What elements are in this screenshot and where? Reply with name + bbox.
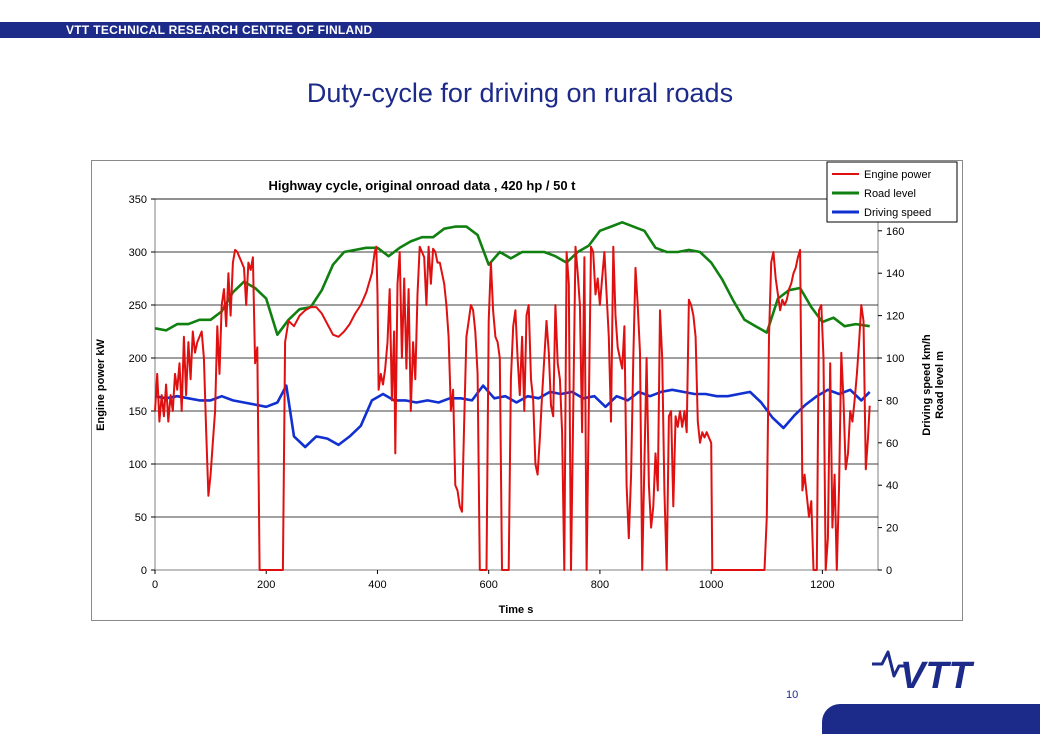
x-tick-label: 600 (480, 579, 498, 591)
x-tick-label: 0 (152, 579, 158, 591)
chart: 0 200 400 600 800 1000 1200 050100150200250300… (95, 161, 958, 616)
page-number: 10 (786, 689, 799, 701)
y-right-tick-label: 140 (886, 268, 904, 280)
slide-title: Duty-cycle for driving on rural roads (306, 78, 734, 108)
y-left-tick-label: 250 (129, 300, 147, 312)
y-right-tick-label: 160 (886, 226, 904, 238)
y-right-tick-label: 0 (886, 565, 892, 577)
y-left-tick-label: 150 (129, 406, 147, 418)
chart-frame: 0 200 400 600 800 1000 1200 0 50 100 150 200 250 300… (91, 160, 963, 621)
legend: Engine power Road level Driving speed (826, 161, 958, 223)
vtt-logo-icon: VTT (872, 650, 975, 692)
y-axis-right-label-road: Road level m (934, 351, 946, 419)
y-left-tick-label: 50 (135, 512, 147, 524)
x-tick-label: 800 (591, 579, 609, 591)
y-right-tick-label: 100 (886, 353, 904, 365)
y-right-tick-label: 20 (886, 523, 898, 535)
y-left-tick-label: 350 (129, 194, 147, 206)
corner-decoration (822, 704, 1040, 734)
x-tick-label: 200 (257, 579, 275, 591)
plot-area (154, 198, 879, 571)
y-axis-left-label: Engine power kW (95, 339, 107, 431)
y-right-tick-label: 60 (886, 438, 898, 450)
y-axis-right-label-speed: Driving speed km/h (921, 334, 933, 436)
y-left-tick-label: 0 (141, 565, 147, 577)
y-right-tick-label: 40 (886, 480, 898, 492)
legend-label-driving-speed: Driving speed (864, 207, 931, 219)
x-axis-label: Time s (499, 604, 534, 616)
y-right-tick-label: 120 (886, 311, 904, 323)
series-line-engine-power (154, 245, 871, 571)
chart-title: Highway cycle, original onroad data , 42… (268, 178, 576, 193)
y-left-tick-label: 100 (129, 459, 147, 471)
series-line-road-level (154, 221, 870, 336)
y-left-tick-label: 200 (129, 353, 147, 365)
header-bar: VTT TECHNICAL RESEARCH CENTRE OF FINLAND (0, 22, 1040, 38)
y-right-tick-label: 80 (886, 395, 898, 407)
svg-text:VTT: VTT (900, 655, 975, 692)
legend-label-road-level: Road level (864, 188, 916, 200)
y-left-tick-label: 300 (129, 247, 147, 259)
x-tick-label: 400 (368, 579, 386, 591)
x-tick-label: 1000 (699, 579, 723, 591)
x-tick-label: 1200 (810, 579, 834, 591)
legend-label-engine-power: Engine power (864, 169, 932, 181)
org-name: VTT TECHNICAL RESEARCH CENTRE OF FINLAND (66, 23, 373, 37)
